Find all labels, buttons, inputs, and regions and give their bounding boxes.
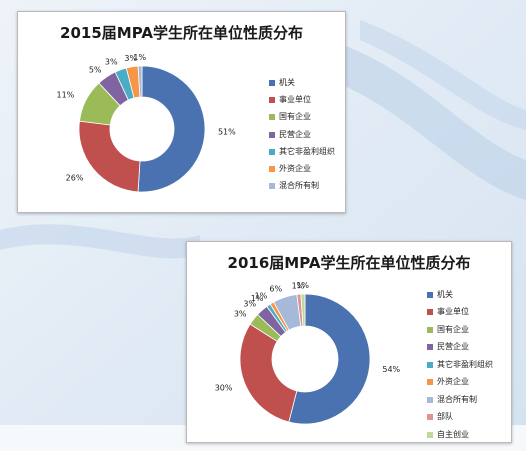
data-label-0-3: 5% bbox=[89, 65, 102, 74]
legend-label-1-1: 事业单位 bbox=[437, 307, 469, 317]
data-label-1-3: 3% bbox=[243, 299, 256, 308]
legend-item-1-7: 部队 bbox=[427, 409, 493, 427]
legend-2016: 机关事业单位国有企业民营企业其它非盈利组织 外资企业混合所有制部队自主创业 bbox=[427, 286, 493, 444]
legend-label-1-3: 民营企业 bbox=[437, 342, 469, 352]
legend-swatch-1-4 bbox=[427, 361, 433, 368]
legend-swatch-1-8 bbox=[427, 431, 433, 438]
legend-label-0-4: 其它非盈利组织 bbox=[279, 146, 335, 156]
data-label-1-5: 1% bbox=[255, 291, 268, 300]
data-label-1-6: 6% bbox=[269, 285, 282, 294]
legend-item-0-0: 机关 bbox=[269, 74, 335, 91]
legend-2015: 机关事业单位国有企业民营企业其它非盈利组织 外资企业混合所有制 bbox=[269, 74, 335, 195]
legend-label-1-2: 国有企业 bbox=[437, 324, 469, 334]
legend-label-0-3: 民营企业 bbox=[279, 129, 311, 139]
legend-item-1-1: 事业单位 bbox=[427, 304, 493, 322]
data-label-0-4: 3% bbox=[105, 57, 118, 66]
legend-item-0-6: 混合所有制 bbox=[269, 178, 335, 195]
legend-swatch-1-5 bbox=[427, 379, 433, 386]
legend-swatch-1-3 bbox=[427, 344, 433, 351]
chart-panel-2015: 2015届MPA学生所在单位性质分布 51% 26% 11% 5% 3% 3% 1% 机关事… bbox=[17, 11, 346, 213]
donut-slice-1-0 bbox=[288, 293, 371, 425]
data-label-1-7: 1% bbox=[292, 281, 305, 290]
data-label-0-1: 26% bbox=[66, 173, 84, 182]
legend-label-1-8: 自主创业 bbox=[437, 429, 469, 439]
legend-swatch-1-0 bbox=[427, 291, 433, 298]
data-label-1-1: 30% bbox=[215, 384, 233, 393]
legend-label-0-0: 机关 bbox=[279, 77, 295, 87]
legend-item-0-2: 国有企业 bbox=[269, 109, 335, 126]
legend-item-0-4: 其它非盈利组织 bbox=[269, 143, 335, 160]
legend-swatch-0-5 bbox=[269, 166, 275, 173]
data-label-0-5: 3% bbox=[124, 54, 137, 63]
data-label-1-4: 1% bbox=[251, 294, 264, 303]
legend-item-1-2: 国有企业 bbox=[427, 321, 493, 339]
legend-label-0-6: 混合所有制 bbox=[279, 181, 319, 191]
legend-label-1-4: 其它非盈利组织 bbox=[437, 359, 493, 369]
data-label-0-2: 11% bbox=[57, 90, 75, 99]
legend-label-1-0: 机关 bbox=[437, 289, 453, 299]
legend-item-1-8: 自主创业 bbox=[427, 426, 493, 444]
legend-item-1-5: 外资企业 bbox=[427, 374, 493, 392]
legend-label-0-2: 国有企业 bbox=[279, 112, 311, 122]
chart-title-2015: 2015届MPA学生所在单位性质分布 bbox=[60, 24, 303, 42]
legend-swatch-0-0 bbox=[269, 79, 275, 86]
legend-label-1-6: 混合所有制 bbox=[437, 394, 477, 404]
legend-swatch-0-2 bbox=[269, 114, 275, 121]
donut-slice-1-1 bbox=[239, 323, 298, 423]
legend-label-1-5: 外资企业 bbox=[437, 377, 469, 387]
legend-swatch-1-1 bbox=[427, 309, 433, 316]
data-label-1-2: 3% bbox=[234, 310, 247, 319]
donut-slice-0-6 bbox=[137, 65, 143, 98]
donut-chart-2015: 51%26%11%5%3% 3%1% bbox=[57, 53, 236, 193]
legend-item-1-6: 混合所有制 bbox=[427, 391, 493, 409]
legend-item-1-3: 民营企业 bbox=[427, 339, 493, 357]
legend-item-0-5: 外资企业 bbox=[269, 160, 335, 177]
legend-swatch-0-4 bbox=[269, 148, 275, 155]
data-label-0-0: 51% bbox=[218, 127, 236, 136]
chart-panel-2016: 2016届MPA学生所在单位性质分布 54% 30% 3% 3% 1% 1% 6% 1% 1% … bbox=[186, 241, 512, 443]
donut-slice-0-0 bbox=[137, 65, 206, 193]
legend-swatch-1-6 bbox=[427, 396, 433, 403]
legend-swatch-0-1 bbox=[269, 96, 275, 103]
legend-label-1-7: 部队 bbox=[437, 412, 453, 422]
chart-title-2016: 2016届MPA学生所在单位性质分布 bbox=[227, 254, 471, 272]
donut-slice-1-8 bbox=[300, 293, 306, 327]
donut-chart-2016: 54%30%3%3%1%1%6% 1%1% bbox=[215, 281, 401, 425]
legend-label-0-1: 事业单位 bbox=[279, 94, 311, 104]
data-label-1-8: 1% bbox=[296, 281, 309, 290]
data-label-1-0: 54% bbox=[382, 365, 400, 374]
legend-swatch-0-6 bbox=[269, 183, 275, 190]
legend-item-0-1: 事业单位 bbox=[269, 91, 335, 108]
legend-swatch-1-2 bbox=[427, 326, 433, 333]
legend-item-1-0: 机关 bbox=[427, 286, 493, 304]
data-label-0-6: 1% bbox=[133, 53, 146, 62]
legend-item-1-4: 其它非盈利组织 bbox=[427, 356, 493, 374]
donut-slice-0-1 bbox=[78, 120, 141, 193]
legend-swatch-0-3 bbox=[269, 131, 275, 138]
legend-label-0-5: 外资企业 bbox=[279, 164, 311, 174]
legend-swatch-1-7 bbox=[427, 414, 433, 421]
legend-item-0-3: 民营企业 bbox=[269, 126, 335, 143]
